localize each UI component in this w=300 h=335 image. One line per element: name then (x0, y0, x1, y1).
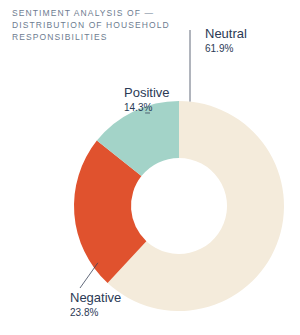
chart-container: SENTIMENT ANALYSIS OF — DISTRIBUTION OF H… (0, 0, 300, 335)
chart-svg: SENTIMENT ANALYSIS OF — DISTRIBUTION OF H… (0, 0, 300, 335)
title-line: DISTRIBUTION OF HOUSEHOLD (12, 20, 170, 30)
slice-label: Positive (124, 85, 170, 100)
title-line: RESPONSIBILITIES (12, 32, 108, 42)
leader-line (80, 263, 98, 288)
title-line: SENTIMENT ANALYSIS OF — (12, 8, 154, 18)
slice-value: 61.9% (205, 43, 233, 54)
slice-label: Neutral (205, 26, 247, 41)
donut-slice (97, 101, 179, 176)
donut (74, 101, 284, 311)
leader-line (190, 30, 191, 102)
slice-label: Negative (70, 290, 121, 305)
slice-value: 23.8% (70, 307, 98, 318)
slice-value: 14.3% (124, 102, 152, 113)
chart-title: SENTIMENT ANALYSIS OF — DISTRIBUTION OF H… (12, 8, 170, 42)
